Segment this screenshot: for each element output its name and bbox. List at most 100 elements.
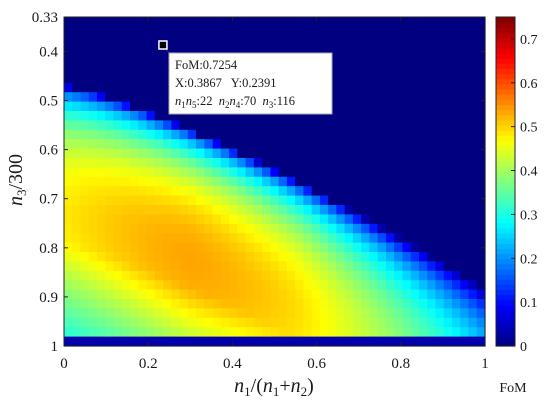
heatmap-cell [328, 289, 338, 300]
heatmap-cell [64, 270, 73, 281]
heatmap-cell [212, 45, 222, 56]
heatmap-cell [460, 242, 470, 253]
heatmap-cell [435, 176, 445, 187]
heatmap-cell [130, 252, 139, 262]
heatmap-cell [410, 92, 420, 103]
colorbar-step [496, 335, 515, 342]
heatmap-cell [204, 148, 214, 159]
heatmap-cell [105, 195, 115, 206]
heatmap-cell [64, 45, 73, 56]
heatmap-cell [138, 317, 148, 328]
heatmap-cell [435, 64, 445, 74]
heatmap-cell [253, 139, 263, 150]
heatmap-cell [163, 261, 172, 272]
heatmap-cell [146, 92, 156, 103]
heatmap-cell [460, 270, 470, 281]
heatmap-cell [385, 54, 395, 65]
heatmap-cell [394, 233, 404, 244]
heatmap-cell [138, 45, 148, 56]
heatmap-cell [204, 233, 214, 244]
heatmap-cell [369, 214, 379, 225]
heatmap-cell [311, 139, 321, 150]
heatmap-cell [352, 101, 362, 112]
heatmap-cell [171, 195, 181, 206]
heatmap-cell [196, 280, 205, 291]
heatmap-cell [377, 223, 387, 234]
colorbar-step [496, 268, 515, 275]
heatmap-cell [319, 120, 329, 131]
heatmap-cell [311, 195, 321, 206]
heatmap-cell [319, 129, 329, 140]
heatmap-cell [451, 317, 461, 328]
heatmap-cell [435, 317, 445, 328]
heatmap-cell [410, 158, 420, 168]
heatmap-cell [80, 299, 90, 309]
heatmap-cell [311, 176, 321, 187]
heatmap-cell [394, 26, 404, 37]
heatmap-cell [468, 261, 478, 272]
heatmap-cell [435, 242, 445, 253]
heatmap-cell [468, 242, 478, 253]
heatmap-cell [72, 120, 82, 131]
heatmap-cell [121, 148, 131, 159]
heatmap-cell [220, 111, 230, 121]
colorbar-step [496, 145, 515, 152]
heatmap-cell [385, 92, 395, 103]
datatip[interactable]: FoM:0.7254 X:0.3867 Y:0.2391 n1n5:22 n2n… [158, 40, 333, 115]
colorbar-step [496, 78, 515, 85]
heatmap-cell [163, 186, 172, 197]
heatmap-cell [130, 26, 139, 37]
heatmap-cell [385, 111, 395, 121]
heatmap-cell [369, 270, 379, 281]
heatmap-cell [402, 73, 412, 84]
heatmap-cell [204, 336, 214, 347]
heatmap-cell [303, 129, 313, 140]
heatmap-cell [394, 176, 404, 187]
heatmap-cell [88, 17, 98, 27]
heatmap-cell [163, 289, 172, 300]
heatmap-cell [303, 17, 313, 27]
heatmap-cell [262, 26, 271, 37]
heatmap-cell [476, 280, 486, 291]
heatmap-cell [187, 17, 197, 27]
colorbar-step [496, 294, 515, 301]
heatmap-cell [451, 336, 461, 347]
heatmap-cell [220, 205, 230, 215]
heatmap-cell [88, 223, 98, 234]
heatmap-cell [476, 252, 486, 262]
heatmap-cell [377, 205, 387, 215]
heatmap-cell [146, 252, 156, 262]
heatmap-cell [105, 186, 115, 197]
heatmap-cell [468, 26, 478, 37]
heatmap-cell [336, 82, 346, 93]
colorbar-step [496, 160, 515, 167]
heatmap-cell [295, 252, 304, 262]
datatip-box [168, 52, 333, 115]
heatmap-cell [179, 317, 189, 328]
datatip-fom-text: FoM:0.7254 [175, 58, 238, 72]
heatmap-cell [64, 120, 73, 131]
heatmap-cell [319, 35, 329, 46]
heatmap-cell [105, 111, 115, 121]
heatmap-cell [476, 186, 486, 197]
heatmap-cell [138, 35, 148, 46]
heatmap-cell [105, 270, 115, 281]
heatmap-cell [212, 289, 222, 300]
heatmap-cell [427, 26, 437, 37]
heatmap-cell [113, 186, 123, 197]
heatmap-cell [138, 17, 148, 27]
heatmap-cell [237, 317, 247, 328]
heatmap-cell [245, 120, 255, 131]
heatmap-cell [385, 214, 395, 225]
heatmap-cell [369, 82, 379, 93]
heatmap-cell [460, 195, 470, 206]
heatmap-cell [410, 120, 420, 131]
heatmap-cell [352, 242, 362, 253]
heatmap-cell [154, 317, 164, 328]
heatmap-cell [97, 92, 106, 103]
heatmap-cell [352, 120, 362, 131]
heatmap-cell [361, 327, 371, 338]
heatmap-cell [229, 186, 238, 197]
heatmap-cell [311, 317, 321, 328]
heatmap-cell [352, 252, 362, 262]
